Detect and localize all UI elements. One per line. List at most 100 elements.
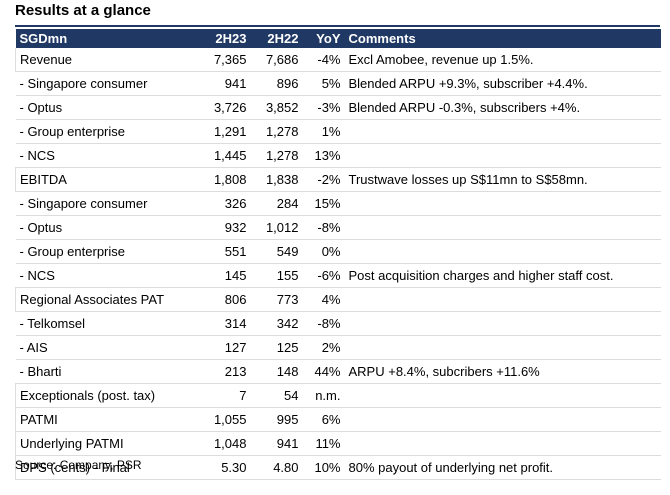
row-metric-label: - Telkomsel [15, 311, 196, 336]
row-value-yoy: 2% [302, 335, 345, 360]
row-metric-label: - Singapore consumer [15, 191, 196, 216]
table-row: - Group enterprise 551 549 0% [15, 239, 661, 264]
row-value-2h22: 155 [250, 263, 303, 288]
row-value-yoy: 5% [302, 71, 345, 96]
row-value-2h22: 342 [250, 311, 303, 336]
row-comment [344, 119, 661, 144]
row-value-2h22: 7,686 [250, 48, 303, 72]
row-value-2h23: 127 [195, 335, 251, 360]
row-value-2h22: 54 [250, 383, 303, 408]
row-metric-label: Revenue [15, 48, 196, 72]
row-metric-label: Underlying PATMI [15, 431, 196, 456]
row-metric-label: - Group enterprise [15, 239, 196, 264]
row-value-2h23: 1,048 [195, 431, 251, 456]
row-value-2h22: 1,012 [250, 215, 303, 240]
row-comment [344, 431, 661, 456]
row-comment [344, 143, 661, 168]
row-metric-label: - Singapore consumer [15, 71, 196, 96]
row-comment: ARPU +8.4%, subcribers +11.6% [344, 359, 661, 384]
row-value-yoy: 10% [302, 455, 345, 480]
column-header-2h23: 2H23 [195, 29, 251, 48]
row-metric-label: - NCS [15, 263, 196, 288]
page-title: Results at a glance [15, 2, 151, 19]
row-value-2h23: 941 [195, 71, 251, 96]
row-value-2h23: 5.30 [195, 455, 251, 480]
row-comment: Post acquisition charges and higher staf… [344, 263, 661, 288]
row-value-yoy: 0% [302, 239, 345, 264]
row-metric-label: PATMI [15, 407, 196, 432]
row-metric-label: - NCS [15, 143, 196, 168]
table-row: - Optus 3,726 3,852 -3% Blended ARPU -0.3%, … [15, 95, 661, 120]
row-value-2h23: 7 [195, 383, 251, 408]
table-row: Exceptionals (post. tax) 7 54 n.m. [15, 383, 661, 408]
row-value-2h22: 995 [250, 407, 303, 432]
row-comment [344, 383, 661, 408]
table-row: - AIS 127 125 2% [15, 335, 661, 360]
column-header-yoy: YoY [302, 29, 345, 48]
row-value-yoy: 6% [302, 407, 345, 432]
row-comment: Blended ARPU -0.3%, subscribers +4%. [344, 95, 661, 120]
row-metric-label: Regional Associates PAT [15, 287, 196, 312]
row-value-2h22: 896 [250, 71, 303, 96]
source-note: Source: Company, PSR [15, 458, 142, 472]
row-metric-label: - Group enterprise [15, 119, 196, 144]
row-value-2h22: 125 [250, 335, 303, 360]
row-metric-label: - Optus [15, 215, 196, 240]
row-value-yoy: 15% [302, 191, 345, 216]
table-row: Revenue 7,365 7,686 -4% Excl Amobee, revenue… [15, 48, 661, 72]
table-row: - Bharti 213 148 44% ARPU +8.4%, subcribers … [15, 359, 661, 384]
row-value-yoy: -4% [302, 48, 345, 72]
row-value-yoy: -8% [302, 215, 345, 240]
row-metric-label: - Optus [15, 95, 196, 120]
table-row: Regional Associates PAT 806 773 4% [15, 287, 661, 312]
row-value-2h23: 3,726 [195, 95, 251, 120]
row-value-2h23: 213 [195, 359, 251, 384]
row-value-2h23: 314 [195, 311, 251, 336]
row-comment: Excl Amobee, revenue up 1.5%. [344, 48, 661, 72]
table-header-row: SGDmn 2H23 2H22 YoY Comments [15, 29, 661, 48]
row-value-2h22: 549 [250, 239, 303, 264]
row-comment [344, 407, 661, 432]
row-value-yoy: -6% [302, 263, 345, 288]
row-value-2h23: 1,291 [195, 119, 251, 144]
table-row: - Optus 932 1,012 -8% [15, 215, 661, 240]
table-row: - NCS 145 155 -6% Post acquisition charges a… [15, 263, 661, 288]
row-value-2h23: 326 [195, 191, 251, 216]
row-value-2h23: 1,055 [195, 407, 251, 432]
table-row: - NCS 1,445 1,278 13% [15, 143, 661, 168]
row-value-yoy: n.m. [302, 383, 345, 408]
row-value-yoy: -3% [302, 95, 345, 120]
row-value-yoy: -8% [302, 311, 345, 336]
results-table: SGDmn 2H23 2H22 YoY Comments Revenue 7,36… [15, 29, 661, 480]
table-row: EBITDA 1,808 1,838 -2% Trustwave losses up S… [15, 167, 661, 192]
row-value-yoy: 1% [302, 119, 345, 144]
row-value-2h22: 1,838 [250, 167, 303, 192]
table-row: - Telkomsel 314 342 -8% [15, 311, 661, 336]
column-header-2h22: 2H22 [250, 29, 303, 48]
row-value-yoy: 4% [302, 287, 345, 312]
row-value-yoy: 44% [302, 359, 345, 384]
row-comment [344, 335, 661, 360]
row-metric-label: Exceptionals (post. tax) [15, 383, 196, 408]
table-row: DPS (cents) - Final 5.30 4.80 10% 80% payout… [15, 455, 661, 480]
row-value-2h22: 148 [250, 359, 303, 384]
row-comment [344, 215, 661, 240]
row-value-2h23: 1,808 [195, 167, 251, 192]
column-header-comments: Comments [344, 29, 661, 48]
row-value-2h23: 806 [195, 287, 251, 312]
row-comment [344, 191, 661, 216]
row-value-2h22: 284 [250, 191, 303, 216]
row-value-2h22: 1,278 [250, 119, 303, 144]
row-value-yoy: 13% [302, 143, 345, 168]
row-value-2h23: 551 [195, 239, 251, 264]
row-comment [344, 287, 661, 312]
row-value-2h22: 941 [250, 431, 303, 456]
row-value-2h23: 7,365 [195, 48, 251, 72]
row-value-2h23: 1,445 [195, 143, 251, 168]
row-value-2h22: 773 [250, 287, 303, 312]
row-value-2h22: 4.80 [250, 455, 303, 480]
table-row: - Singapore consumer 326 284 15% [15, 191, 661, 216]
row-comment: Trustwave losses up S$11mn to S$58mn. [344, 167, 661, 192]
row-metric-label: - Bharti [15, 359, 196, 384]
row-metric-label: - AIS [15, 335, 196, 360]
